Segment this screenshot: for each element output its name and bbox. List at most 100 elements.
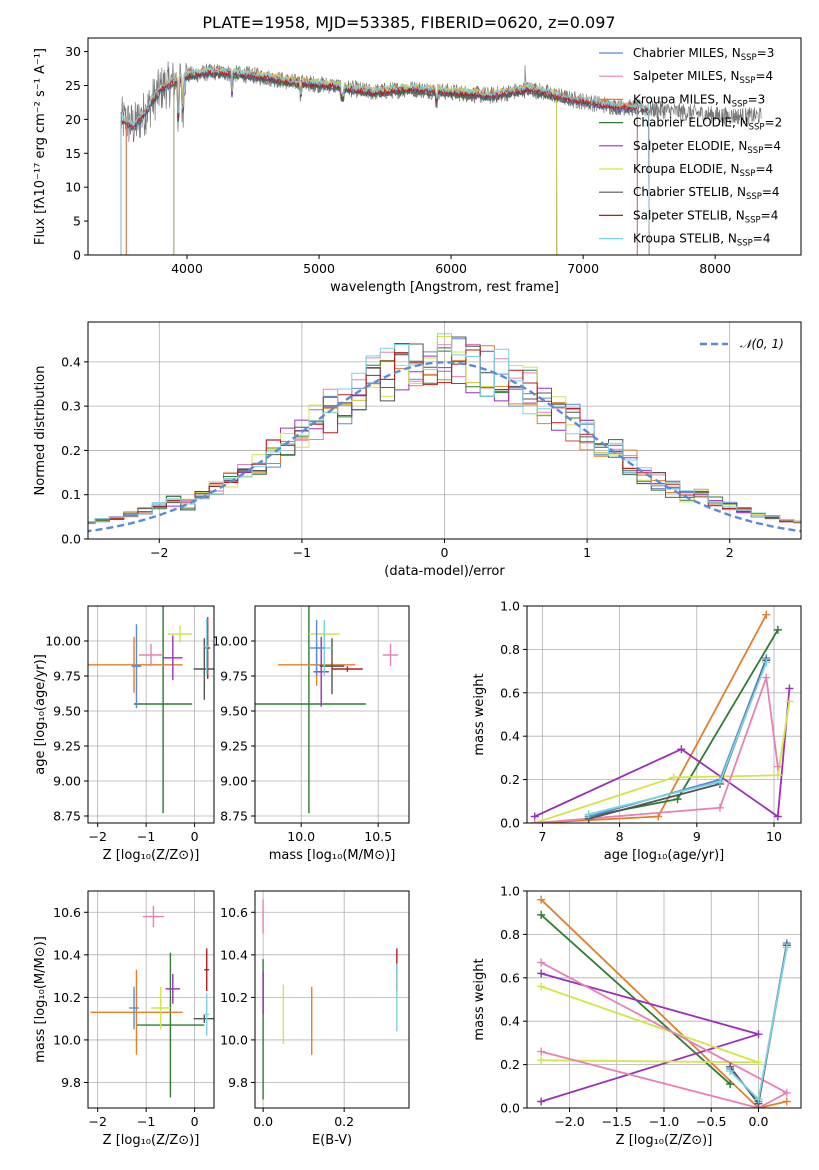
model-spectrum-line <box>125 70 638 255</box>
y-axis-label: age [log₁₀(age/yr)] <box>33 654 48 775</box>
y-tick-label: 0 <box>73 248 81 263</box>
panel-spectrum: 4000 5000 6000 7000 8000 0 5 10 15 20 25 30 waveleng… <box>33 13 802 295</box>
y-tick-label: 10.0 <box>53 1032 81 1047</box>
x-tick-label: 6000 <box>435 261 467 276</box>
y-tick-label: 9.00 <box>53 774 81 789</box>
legend-entry: Chabrier STELIB, NSSP=4 <box>633 185 780 202</box>
x-tick-label: 2 <box>726 545 734 560</box>
mass-weight-point <box>785 697 794 706</box>
mass-weight-point <box>537 1056 546 1065</box>
mass-weight-point <box>537 982 546 991</box>
y-tick-label: 9.75 <box>220 669 248 684</box>
x-tick-label: 0.0 <box>253 1114 273 1129</box>
panel-massweight_vs_Z: −2.0 −1.5 −1.0 −0.5 0.0 0.0 0.2 0.4 0.6 0.8 1.0 Z [… <box>472 884 802 1148</box>
y-tick-label: 9.25 <box>53 739 81 754</box>
mass-weight-point <box>773 771 782 780</box>
mass-weight-point <box>677 745 686 754</box>
plot-area <box>120 61 762 255</box>
panel-age_vs_mass: 10.0 10.5 8.75 9.00 9.25 9.50 9.75 10.00 mass [l… <box>212 605 410 863</box>
legend-entry: Chabrier MILES, NSSP=3 <box>633 46 774 63</box>
mass-weight-point <box>782 1088 791 1097</box>
y-tick-label: 10.6 <box>53 905 81 920</box>
axes-frame <box>87 37 802 256</box>
x-axis-label: Z [log₁₀(Z/Z⊙)] <box>616 1133 713 1148</box>
mass-weight-point <box>754 1030 763 1039</box>
legend-entry-value: =4 <box>755 69 773 83</box>
y-tick-label: 0.2 <box>500 1057 520 1072</box>
gridlines <box>527 890 801 1109</box>
y-tick-label: 15 <box>65 146 81 161</box>
legend-entry-value: =2 <box>765 116 783 130</box>
legend-entry: Kroupa ELODIE, NSSP=4 <box>633 162 773 179</box>
y-tick-label: 0.1 <box>61 487 81 502</box>
legend-entry-sub: SSP <box>732 99 748 109</box>
y-tick-label: 9.75 <box>53 669 81 684</box>
y-tick-label: 10.2 <box>220 990 248 1005</box>
plot-area <box>255 606 399 814</box>
y-tick-label: 30 <box>65 44 81 59</box>
legend-entry-value: =4 <box>755 162 773 176</box>
y-tick-label: 0.0 <box>500 816 520 831</box>
legend-entry-sub: SSP <box>749 123 765 133</box>
mass-weight-point <box>762 673 771 682</box>
model-spectrum-line <box>120 70 650 255</box>
x-tick-label: −2 <box>150 545 168 560</box>
x-tick-label: 0 <box>191 1114 199 1129</box>
y-tick-label: 9.25 <box>220 739 248 754</box>
panel-age_vs_Z: −2 −1 0 8.75 9.00 9.25 9.50 9.75 10.00 Z [log₁₀(Z… <box>33 605 215 863</box>
mass-weight-series-line <box>540 899 788 1108</box>
x-tick-label: 9 <box>693 829 701 844</box>
y-tick-label: 9.50 <box>220 704 248 719</box>
legend-entry-text: Kroupa MILES, N <box>633 92 732 106</box>
mass-weight-point <box>654 812 663 821</box>
mass-weight-point <box>537 969 546 978</box>
y-axis-label: Normed distribution <box>33 366 48 496</box>
axes-frame <box>87 605 215 824</box>
y-tick-label: 5 <box>73 214 81 229</box>
x-axis-label: Z [log₁₀(Z/Z⊙)] <box>103 1133 200 1148</box>
mass-weight-point <box>785 684 794 693</box>
legend-entry-text: Kroupa STELIB, N <box>633 232 737 246</box>
x-tick-label: −1 <box>293 545 311 560</box>
mass-weight-point <box>537 958 546 967</box>
x-tick-label: 0.0 <box>749 1114 769 1129</box>
mass-weight-point <box>673 795 682 804</box>
axes-frame <box>526 605 802 824</box>
y-tick-label: 10.4 <box>220 947 248 962</box>
y-tick-label: 0.4 <box>61 354 81 369</box>
legend-entry-value: =4 <box>763 139 781 153</box>
y-tick-label: 0.4 <box>500 729 520 744</box>
mass-weight-point <box>537 1097 546 1106</box>
x-tick-label: −1.5 <box>602 1114 632 1129</box>
legend-entry-text: Salpeter ELODIE, N <box>633 139 747 153</box>
y-axis-label: mass [log₁₀(M/M⊙)] <box>33 936 48 1063</box>
y-tick-label: 0.3 <box>61 399 81 414</box>
plot-area <box>90 905 214 1098</box>
legend-entry-text: Chabrier MILES, N <box>633 46 741 60</box>
y-tick-label: 9.8 <box>61 1075 81 1090</box>
y-axis-label: mass weight <box>472 958 487 1040</box>
x-tick-label: 0 <box>441 545 449 560</box>
x-tick-label: −2 <box>88 829 106 844</box>
y-tick-label: 0.0 <box>61 532 81 547</box>
mass-weight-point <box>754 1058 763 1067</box>
y-tick-label: 10.4 <box>53 947 81 962</box>
legend-entry: Chabrier ELODIE, NSSP=2 <box>633 116 782 133</box>
mass-weight-point <box>530 819 539 823</box>
legend-entry: Salpeter STELIB, NSSP=4 <box>633 208 778 225</box>
x-tick-label: 7000 <box>567 261 599 276</box>
gridlines <box>88 891 214 1108</box>
mass-weight-point <box>762 658 771 667</box>
legend-entry-text: Chabrier ELODIE, N <box>633 116 749 130</box>
plot-area <box>530 610 794 823</box>
mass-weight-point <box>715 803 724 812</box>
legend-entry-text: Chabrier STELIB, N <box>633 185 746 199</box>
y-tick-label: 8.75 <box>53 809 81 824</box>
y-tick-label: 9.00 <box>220 774 248 789</box>
plot-area <box>88 333 801 533</box>
panel-residual_histogram: −2 −1 0 1 2 0.0 0.1 0.2 0.3 0.4 (data-model)/error… <box>33 321 802 579</box>
x-tick-label: 10 <box>766 829 782 844</box>
mass-weight-point <box>537 910 546 919</box>
